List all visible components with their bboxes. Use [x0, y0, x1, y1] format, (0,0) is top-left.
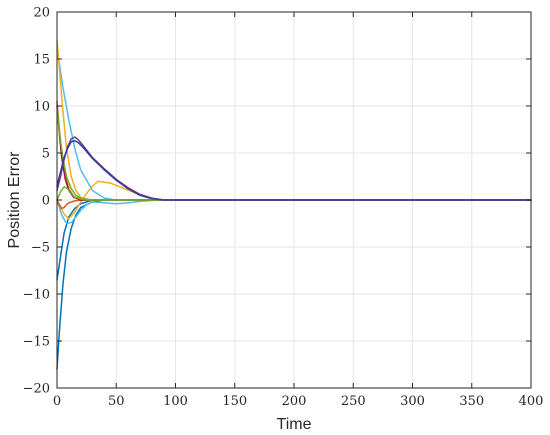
x-axis-label: Time — [277, 416, 312, 433]
x-tick-label: 350 — [459, 394, 484, 409]
x-tick-label: 50 — [108, 394, 125, 409]
y-axis-label: Position Error — [6, 151, 23, 249]
x-ticks: 0 50 100 150 200 250 300 350 400 — [53, 12, 544, 409]
x-tick-label: 200 — [282, 394, 307, 409]
y-tick-label: 10 — [33, 100, 50, 115]
y-tick-label: 5 — [42, 147, 50, 162]
y-ticks: 20 15 10 5 0 −5 −10 −15 −20 — [23, 6, 531, 397]
x-tick-label: 100 — [163, 394, 188, 409]
x-tick-label: 400 — [519, 394, 544, 409]
y-tick-label: −20 — [23, 382, 50, 397]
x-tick-label: 150 — [222, 394, 247, 409]
series-line-13 — [56, 140, 532, 201]
y-tick-label: −15 — [23, 335, 50, 350]
x-tick-label: 300 — [400, 394, 425, 409]
y-tick-label: 0 — [42, 194, 50, 209]
x-tick-label: 0 — [53, 394, 61, 409]
y-tick-label: 20 — [33, 6, 50, 21]
y-tick-label: −5 — [31, 241, 50, 256]
y-tick-label: 15 — [33, 53, 50, 68]
x-tick-label: 250 — [341, 394, 366, 409]
y-tick-label: −10 — [23, 288, 50, 303]
series-line-11 — [56, 186, 532, 201]
series-lines — [56, 39, 532, 370]
